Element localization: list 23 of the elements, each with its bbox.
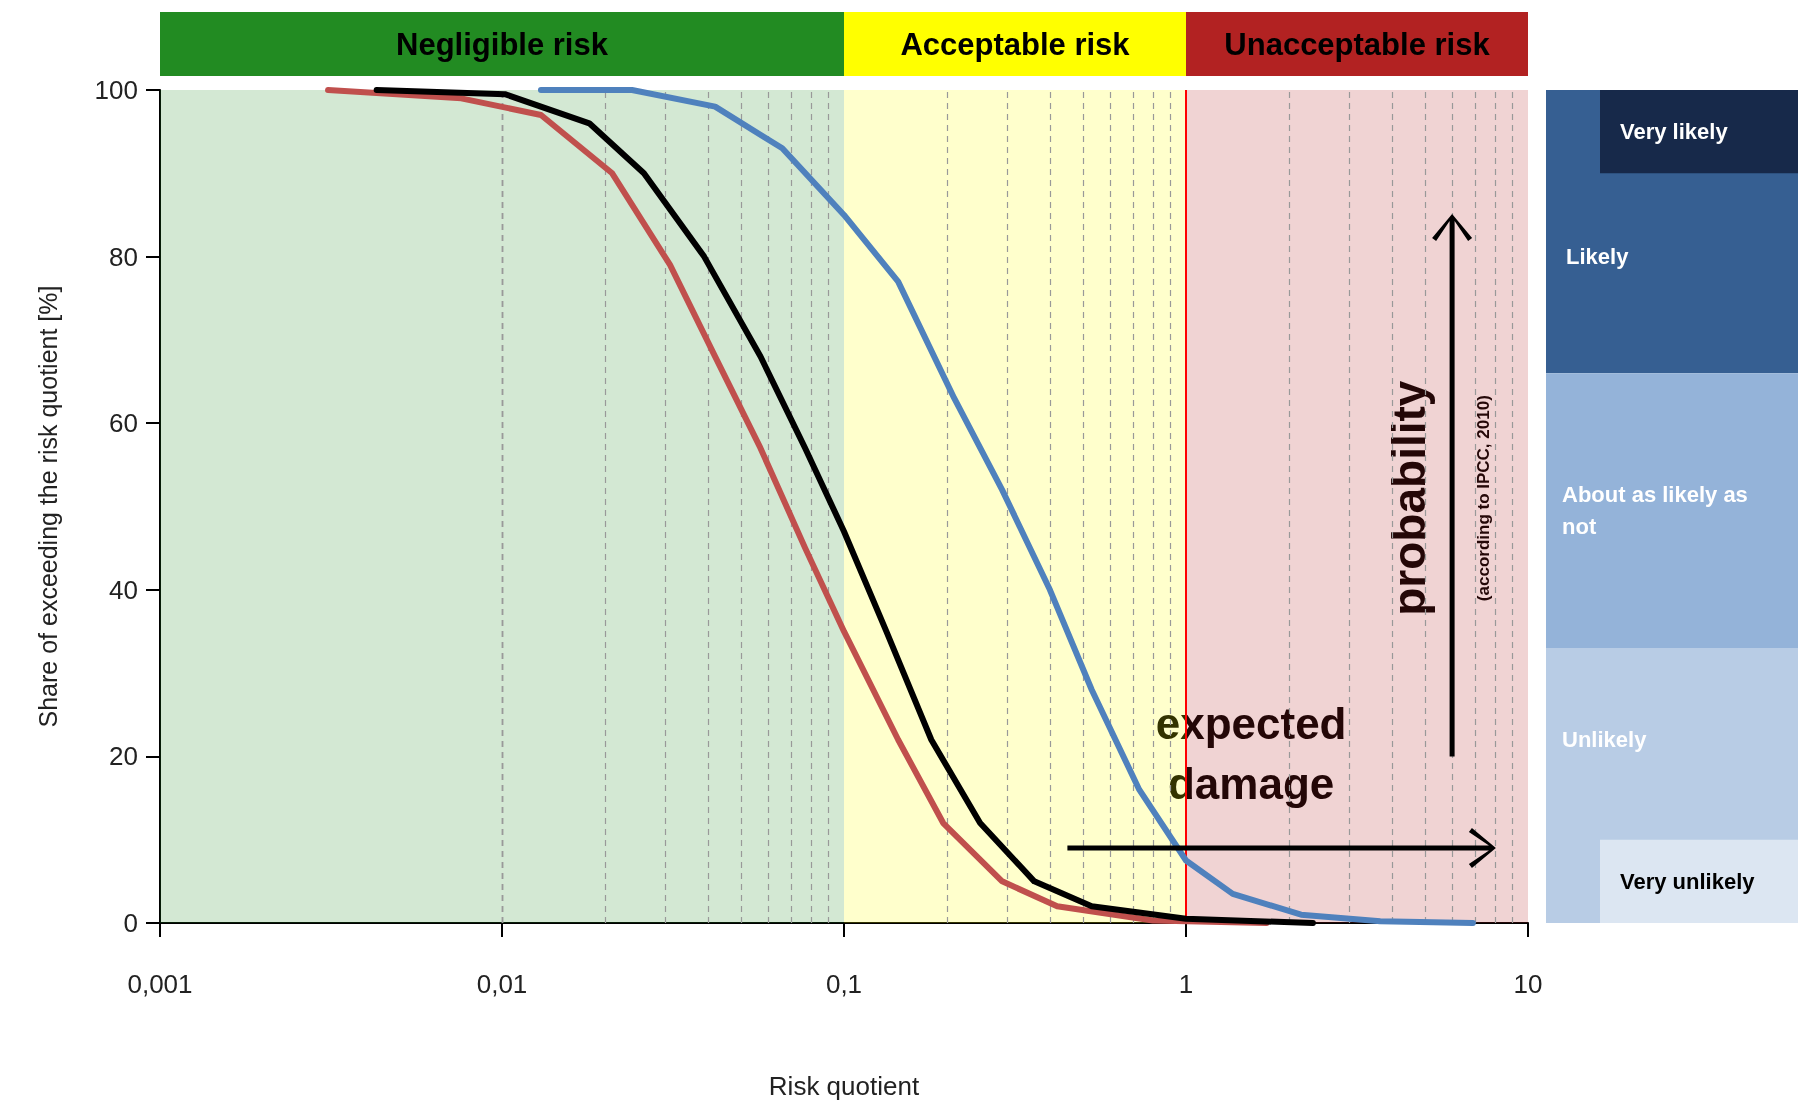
y-tick-label: 40: [109, 574, 138, 605]
band-label: Negligible risk: [396, 26, 609, 62]
text: Unlikely: [1562, 727, 1648, 753]
text: Likely: [1566, 244, 1630, 270]
x-tick-label: 1: [1178, 969, 1194, 999]
y-tick-label: 0: [123, 908, 138, 938]
x-tick-label: 0,001: [127, 969, 193, 999]
y-tick-label: 20: [109, 741, 138, 772]
x-tick-label: 0,1: [825, 969, 863, 999]
band-label: Acceptable risk: [900, 26, 1131, 62]
band-label: Unacceptable risk: [1224, 26, 1491, 62]
annotation: (according to IPCC, 2010): [1473, 395, 1493, 602]
text: Very likely: [1620, 119, 1729, 145]
y-tick-label: 60: [109, 408, 138, 439]
x-tick-label: 10: [1513, 969, 1543, 999]
text: About as likely as not: [1562, 482, 1748, 540]
x-tick-label: 0,01: [476, 969, 528, 999]
text: Very unlikely: [1620, 868, 1756, 894]
y-axis-title: Share of exceeding the risk quotient [%]: [33, 285, 62, 728]
x-axis-title: Risk quotient: [768, 1071, 920, 1101]
y-tick-label: 80: [109, 241, 138, 272]
y-tick-label: 100: [94, 75, 138, 105]
annotation: probability: [1383, 380, 1436, 616]
